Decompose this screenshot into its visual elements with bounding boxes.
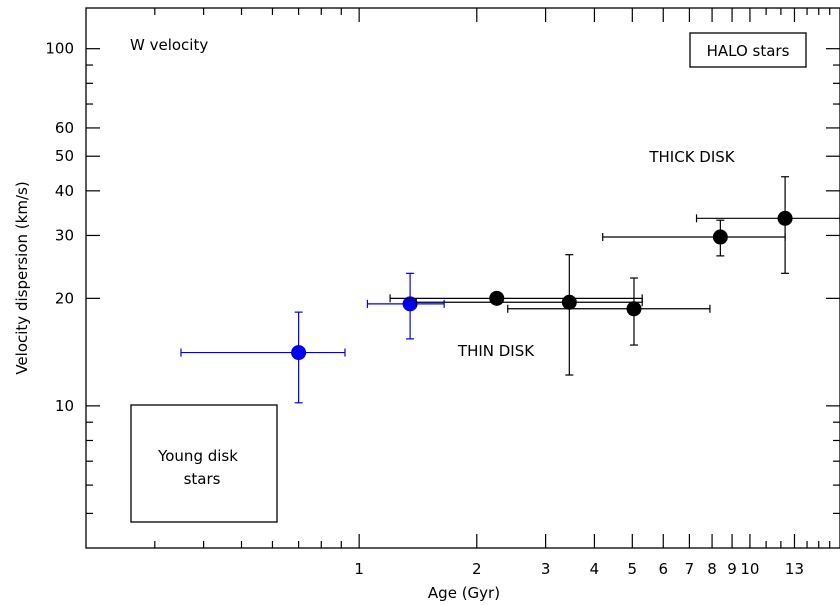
series-1 bbox=[389, 176, 840, 376]
data-point bbox=[291, 345, 307, 361]
annotation-thick-disk: THICK DISK bbox=[648, 148, 735, 166]
data-point bbox=[777, 210, 793, 226]
y-tick-label: 60 bbox=[55, 119, 74, 137]
x-tick-label: 6 bbox=[658, 560, 668, 578]
series-0 bbox=[180, 272, 445, 404]
x-axis: 1 2 3 4 5 6 7 8 9 10 13 bbox=[154, 8, 831, 578]
annotation-halo-stars: HALO stars bbox=[707, 42, 790, 60]
annotation-stars: stars bbox=[184, 470, 221, 488]
data-point bbox=[402, 296, 418, 312]
data-point bbox=[561, 294, 577, 310]
data-point bbox=[626, 301, 642, 317]
x-tick-label: 2 bbox=[472, 560, 482, 578]
x-tick-label: 10 bbox=[740, 560, 759, 578]
x-tick-label: 3 bbox=[541, 560, 551, 578]
x-tick-label: 9 bbox=[727, 560, 737, 578]
x-tick-label: 5 bbox=[628, 560, 638, 578]
data-point bbox=[712, 229, 728, 245]
y-axis-title: Velocity dispersion (km/s) bbox=[13, 181, 31, 374]
y-tick-label: 10 bbox=[55, 397, 74, 415]
y-tick-label: 50 bbox=[55, 147, 74, 165]
x-tick-label: 4 bbox=[590, 560, 600, 578]
y-tick-label: 30 bbox=[55, 226, 74, 244]
y-tick-label: 100 bbox=[45, 40, 74, 58]
x-tick-label: 13 bbox=[785, 560, 804, 578]
x-tick-label: 7 bbox=[685, 560, 695, 578]
young-disk-box bbox=[130, 404, 278, 523]
halo-stars-box bbox=[689, 32, 807, 68]
annotation-thin-disk: THIN DISK bbox=[457, 342, 535, 360]
series-layer bbox=[180, 176, 840, 404]
x-tick-label: 8 bbox=[707, 560, 717, 578]
plot-frame bbox=[85, 7, 840, 549]
data-point bbox=[489, 290, 505, 306]
x-tick-label: 1 bbox=[354, 560, 364, 578]
annotation-w-velocity: W velocity bbox=[130, 36, 208, 54]
annotation-young-disk: Young disk bbox=[157, 447, 238, 465]
y-tick-label: 40 bbox=[55, 182, 74, 200]
x-axis-title: Age (Gyr) bbox=[428, 584, 500, 602]
y-axis: 10 20 30 40 50 60 100 bbox=[45, 40, 840, 514]
y-tick-label: 20 bbox=[55, 289, 74, 307]
